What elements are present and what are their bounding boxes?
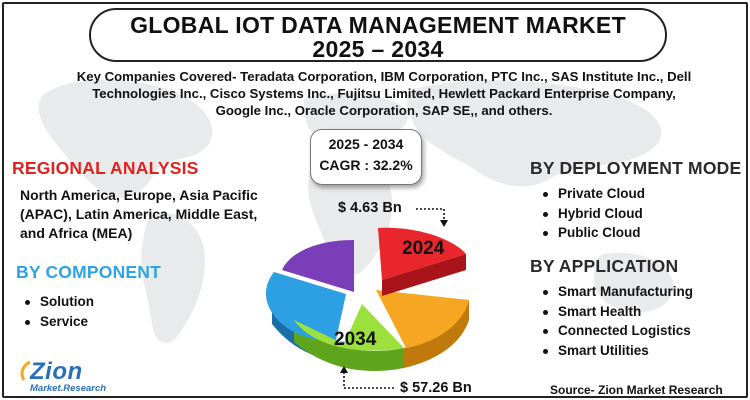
logo-subtitle: Market.Research: [30, 383, 107, 394]
list-item: Hybrid Cloud: [536, 204, 645, 224]
by-component-heading: BY COMPONENT: [16, 262, 162, 282]
slice-blue: [265, 272, 346, 341]
regional-analysis-text: North America, Europe, Asia Pacific (APA…: [20, 187, 258, 241]
regional-analysis-heading: REGIONAL ANALYSIS: [12, 158, 199, 178]
cagr-value: CAGR : 32.2%: [319, 157, 413, 173]
key-companies: Key Companies Covered- Teradata Corporat…: [64, 68, 704, 119]
list-item: Solution: [18, 292, 94, 312]
arrow-2034-icon: [340, 366, 396, 389]
list-item: Private Cloud: [536, 184, 645, 204]
value-2034-label: $ 57.26 Bn: [400, 380, 472, 396]
slice-red-front: [382, 254, 466, 296]
deployment-list: Private Cloud Hybrid Cloud Public Cloud: [536, 184, 645, 243]
arrow-2024-icon: [416, 208, 448, 227]
source-text: Source- Zion Market Research: [550, 383, 723, 397]
application-list: Smart Manufacturing Smart Health Connect…: [536, 282, 693, 360]
year-2024-label: 2024: [402, 238, 445, 259]
logo-swoosh-icon: [20, 360, 31, 381]
list-item: Public Cloud: [536, 223, 645, 243]
slice-orange-side: [404, 300, 469, 368]
list-item: Service: [18, 312, 94, 332]
by-deployment-heading: BY DEPLOYMENT MODE: [530, 158, 742, 178]
zion-logo: Zion Market.Research: [18, 358, 128, 396]
title-line-2: 2025 – 2034: [312, 36, 444, 62]
slice-green: [294, 304, 404, 351]
companies-line-3: Google Inc., Oracle Corporation, SAP SE,…: [215, 103, 553, 118]
component-list: Solution Service: [18, 292, 94, 331]
list-item: Smart Utilities: [536, 341, 693, 361]
slice-orange: [376, 290, 469, 348]
list-item: Connected Logistics: [536, 321, 693, 341]
slice-green-side: [294, 320, 404, 371]
slice-red: [378, 227, 466, 280]
cagr-box: 2025 - 2034 CAGR : 32.2%: [310, 129, 422, 185]
companies-line-2: Technologies Inc., Cisco Systems Inc., F…: [92, 86, 676, 101]
list-item: Smart Manufacturing: [536, 282, 693, 302]
slice-purple: [282, 240, 354, 292]
value-2024-label: $ 4.63 Bn: [338, 200, 402, 216]
year-2034-label: 2034: [334, 329, 377, 350]
by-application-heading: BY APPLICATION: [530, 256, 679, 276]
companies-line-1: Key Companies Covered- Teradata Corporat…: [76, 69, 692, 84]
pie-illustration: 2024 2034: [265, 227, 469, 371]
list-item: Smart Health: [536, 302, 693, 322]
title-banner: GLOBAL IOT DATA MANAGEMENT MARKET 2025 –…: [89, 8, 667, 62]
cagr-years: 2025 - 2034: [328, 136, 404, 152]
title-line-1: GLOBAL IOT DATA MANAGEMENT MARKET: [130, 12, 626, 38]
logo-name: Zion: [30, 358, 83, 385]
